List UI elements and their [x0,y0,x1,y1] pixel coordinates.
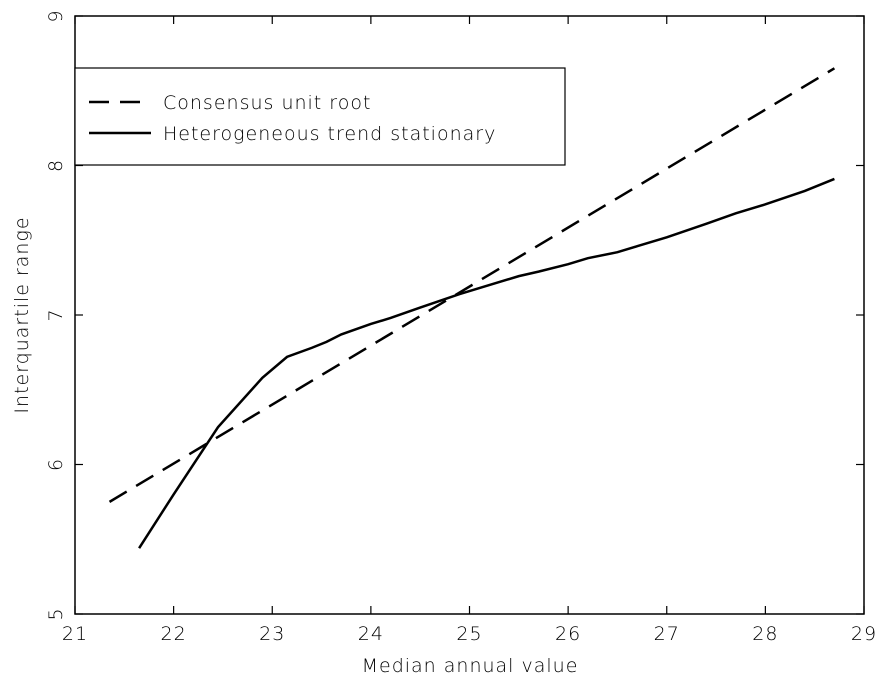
x-tick-label: 29 [851,623,877,645]
x-tick-label: 26 [555,623,581,645]
x-tick-label: 27 [654,623,680,645]
data-line [138,177,835,549]
y-tick-label: 6 [45,458,67,471]
x-axis-label: Median annual value [362,655,579,677]
legend-label: Consensus unit root [163,92,371,114]
data-line [108,67,836,503]
legend-box [74,67,566,166]
legend-label: Heterogeneous trend stationary [163,123,496,145]
x-tick-label: 23 [259,623,285,645]
x-tick-label: 24 [358,623,384,645]
x-tick-label: 21 [62,623,88,645]
x-tick-label: 22 [161,623,187,645]
x-tick-label: 28 [752,623,778,645]
x-tick-label: 25 [456,623,482,645]
y-tick-label: 8 [45,159,67,172]
y-axis-label: Interquartile range [11,216,33,413]
y-tick-label: 7 [45,308,67,321]
y-tick-label: 9 [45,9,67,22]
y-tick-label: 5 [45,607,67,620]
